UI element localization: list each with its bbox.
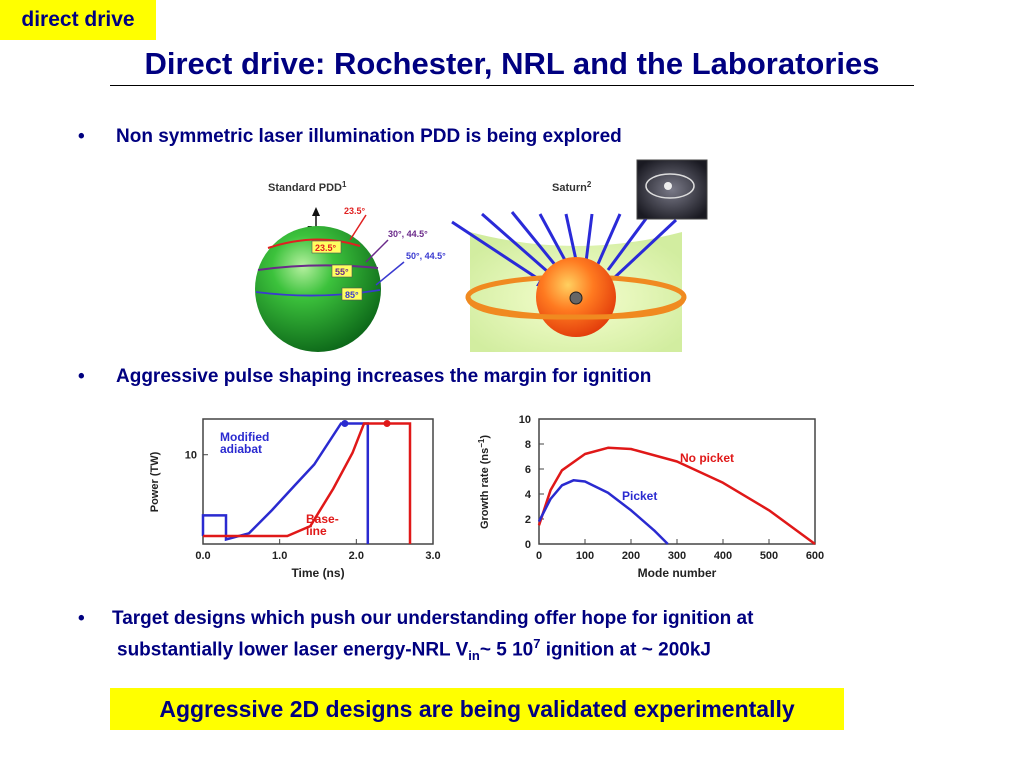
- power-chart-xtick-label: 3.0: [425, 550, 440, 562]
- series-label-picket: Picket: [622, 489, 657, 503]
- bullet-marker: •: [78, 366, 85, 387]
- beam-23: [349, 214, 367, 241]
- series-label-baseline-line-2: line: [306, 524, 327, 538]
- beam-50: [375, 261, 405, 286]
- growth-chart-xtick-label: 400: [714, 550, 732, 562]
- power-chart-xtick-label: 2.0: [349, 550, 364, 562]
- bullet-text-line-2: substantially lower laser energy-NRL Vin…: [117, 636, 711, 664]
- growth-chart-ytick-label: 8: [525, 439, 531, 451]
- pdd-figure: Standard PDD1 z 23.5° 30°, 44.5° 50°, 44…: [255, 180, 446, 352]
- title-underline: [110, 85, 914, 86]
- growth-chart-ytick-label: 4: [525, 489, 532, 501]
- saturn-photo: [636, 159, 708, 220]
- bullet-text-line-1: Target designs which push our understand…: [112, 608, 754, 629]
- power-chart-xtick-label: 1.0: [272, 550, 287, 562]
- ring-label-1: 23.5°: [315, 243, 337, 253]
- conclusion-banner: Aggressive 2D designs are being validate…: [110, 688, 844, 730]
- power-marker-0: [341, 419, 349, 427]
- ring-55: [257, 264, 379, 271]
- saturn-figure: Saturn2: [451, 159, 708, 352]
- growth-chart-xlabel: Mode number: [638, 566, 717, 580]
- growth-chart-xtick-label: 600: [806, 550, 824, 562]
- bullet-marker: •: [78, 126, 85, 147]
- power-chart-frame: [202, 418, 434, 545]
- ring-label-3: 85°: [345, 290, 359, 300]
- ring-label-2: 55°: [335, 267, 349, 277]
- growth-series-1: [537, 479, 669, 545]
- growth-series-0: [537, 446, 816, 546]
- power-series-0: [201, 422, 370, 544]
- ring-23: [267, 238, 361, 249]
- growth-chart-xtick-label: 0: [536, 550, 542, 562]
- power-chart: Power (TW) Time (ns) Modified adiabat Ba…: [149, 418, 441, 580]
- power-marker-1: [383, 419, 391, 427]
- saturn-photo-ring: [645, 173, 695, 199]
- series-label-modified-line-1: Modified: [220, 430, 269, 444]
- power-chart-ytick-label: 10: [185, 450, 197, 462]
- growth-chart-ytick-label: 10: [519, 414, 531, 426]
- power-chart-ylabel: Power (TW): [149, 451, 161, 512]
- series-label-baseline-line-1: Base-: [306, 512, 339, 526]
- z-axis-arrow: [312, 207, 320, 216]
- power-chart-xtick-label: 0.0: [195, 550, 210, 562]
- saturn-beams: [451, 211, 678, 286]
- angle-label-1: 23.5°: [344, 206, 366, 216]
- bullet-text: Non symmetric laser illumination PDD is …: [116, 126, 622, 146]
- growth-chart-ytick-label: 6: [525, 464, 531, 476]
- growth-chart: Growth rate (ns−1) Mode number No picket…: [477, 414, 824, 580]
- growth-chart-xtick-label: 300: [668, 550, 686, 562]
- series-label-modified-line-2: adiabat: [220, 442, 262, 456]
- saturn-photo-target: [664, 182, 672, 190]
- bullet-text: Aggressive pulse shaping increases the m…: [116, 366, 652, 387]
- angle-label-2: 30°, 44.5°: [388, 229, 428, 239]
- bullet-marker: •: [78, 608, 85, 629]
- saturn-capsule: [569, 291, 583, 305]
- growth-chart-ylabel: Growth rate (ns−1): [477, 435, 491, 529]
- growth-chart-ytick-label: 0: [525, 539, 531, 551]
- ring-label-box-3: [341, 287, 363, 301]
- slide-title: Direct drive: Rochester, NRL and the Lab…: [144, 46, 880, 81]
- ring-85: [255, 289, 381, 297]
- growth-chart-xtick-label: 100: [576, 550, 594, 562]
- bullet-text: Target designs which push our understand…: [112, 606, 753, 668]
- target-sphere: [255, 226, 381, 352]
- growth-chart-xtick-label: 500: [760, 550, 778, 562]
- pdd-title: Standard PDD1: [268, 180, 347, 194]
- power-chart-xlabel: Time (ns): [291, 566, 344, 580]
- growth-chart-ytick-label: 2: [525, 514, 531, 526]
- angle-label-3: 50°, 44.5°: [406, 251, 446, 261]
- section-tag: direct drive: [0, 0, 156, 40]
- ring-label-box-2: [331, 264, 353, 278]
- saturn-title: Saturn2: [552, 180, 592, 194]
- series-label-no-picket: No picket: [680, 451, 734, 465]
- ring-label-box-1: [311, 240, 342, 254]
- growth-chart-xtick-label: 200: [622, 550, 640, 562]
- beam-30: [365, 239, 389, 263]
- saturn-ring-front: [465, 296, 687, 320]
